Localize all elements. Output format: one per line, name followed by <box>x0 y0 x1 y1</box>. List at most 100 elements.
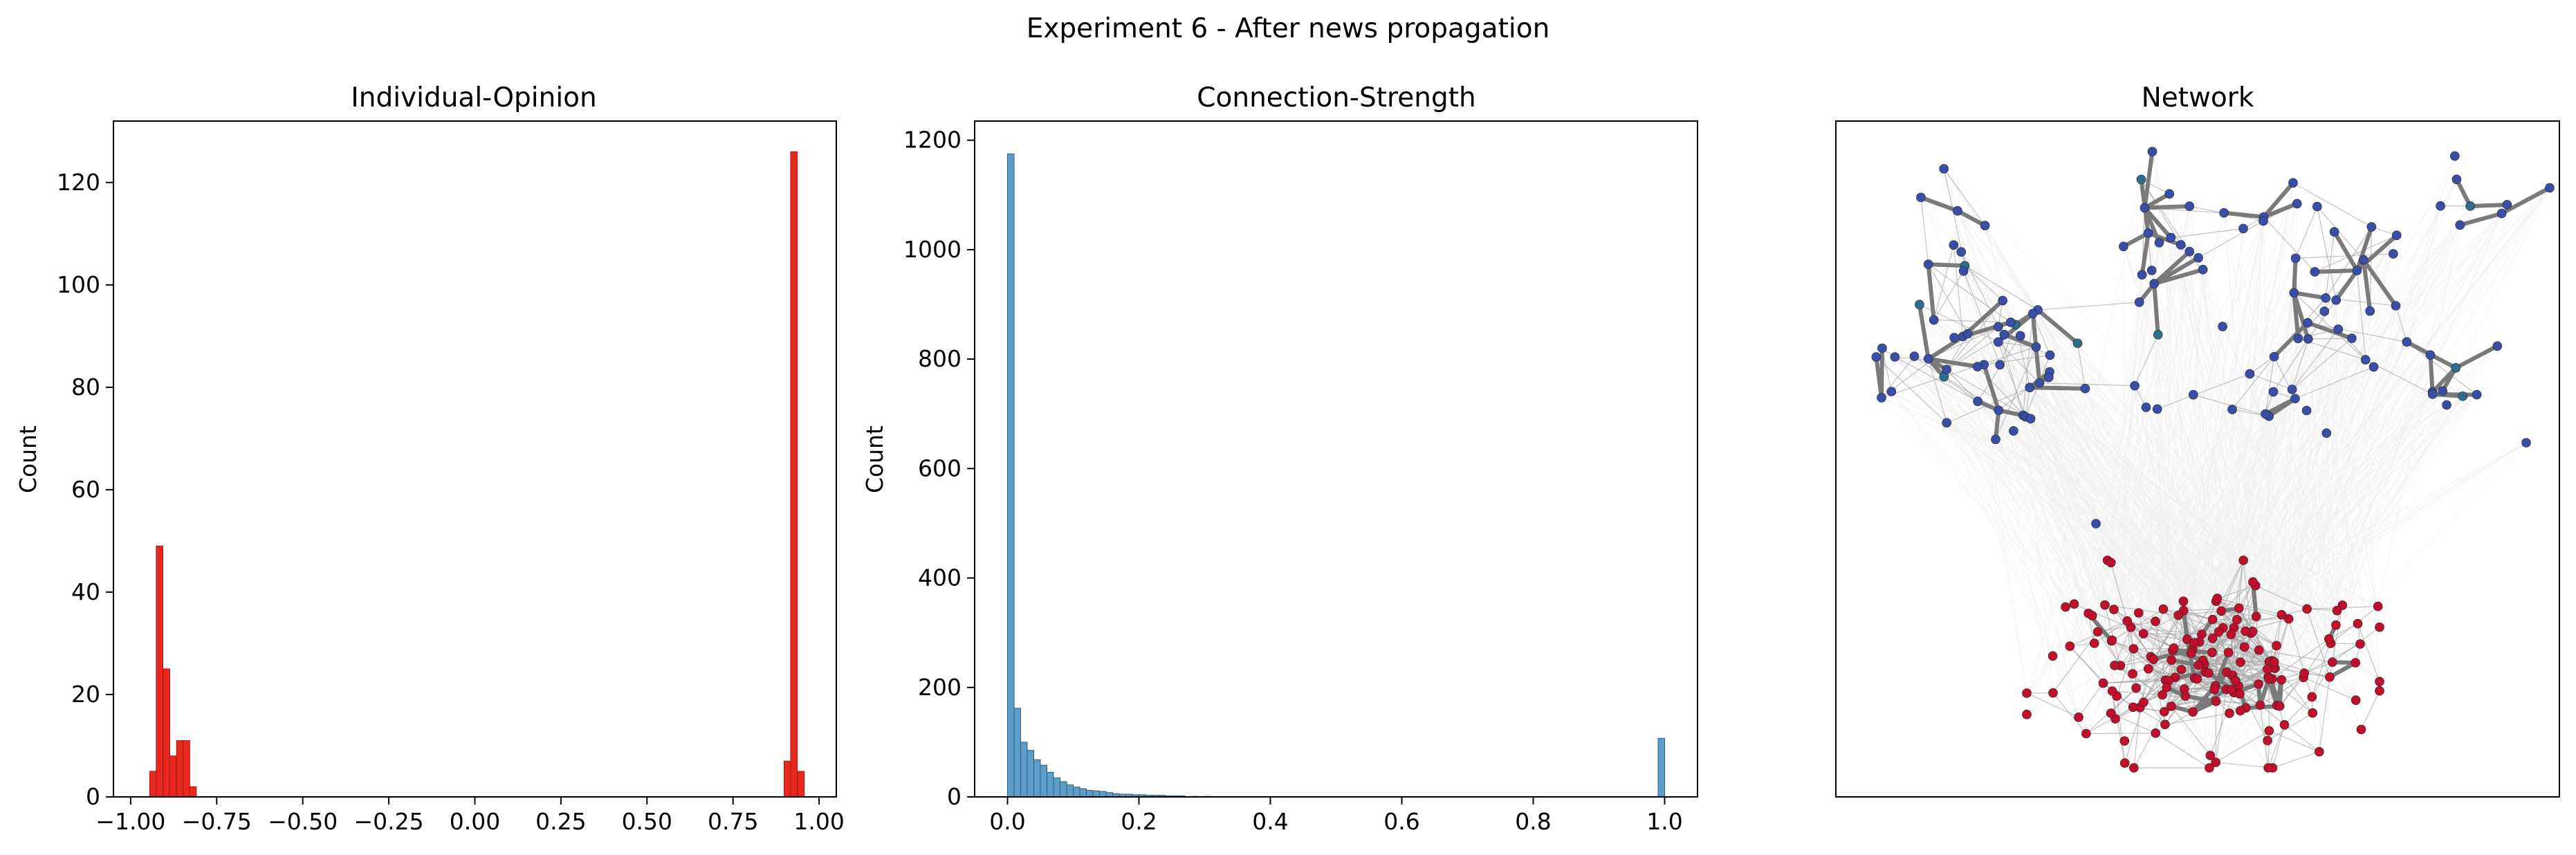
network-edge <box>2272 359 2366 679</box>
network-node <box>2149 654 2159 664</box>
network-node <box>2425 350 2436 360</box>
network-node <box>2107 686 2117 696</box>
histogram-bar <box>1060 781 1067 798</box>
network-edge <box>2267 724 2285 769</box>
network-edge <box>2015 324 2054 693</box>
network-node <box>1942 418 1951 428</box>
network-edge <box>1928 358 2135 769</box>
network-edge <box>2306 156 2456 609</box>
network-node <box>2169 643 2179 653</box>
network-node <box>2207 633 2218 643</box>
network-node <box>1972 362 1982 371</box>
network-edge <box>2140 179 2357 701</box>
x-tick-label: 0.0 <box>989 808 1025 835</box>
network-node <box>2219 208 2229 218</box>
network-edge <box>2215 689 2227 763</box>
network-edge <box>2143 614 2179 634</box>
network-node <box>1958 266 1969 276</box>
histogram-bar <box>176 740 184 798</box>
network-edge <box>2244 646 2278 706</box>
network-node <box>2138 629 2149 638</box>
network-edge <box>2294 366 2374 399</box>
network-node <box>2022 688 2032 698</box>
network-node <box>2211 757 2220 767</box>
network-edge <box>2215 730 2270 763</box>
network-node <box>2302 604 2312 614</box>
network-node <box>2328 657 2337 668</box>
network-node <box>2110 661 2119 670</box>
network-node <box>2207 614 2218 625</box>
network-node <box>1999 329 2009 340</box>
network-edge <box>2273 398 2296 668</box>
x-tick-label: 0.2 <box>1121 808 1157 835</box>
network-edge <box>2023 415 2089 614</box>
network-node <box>2263 735 2272 746</box>
network-node <box>2329 227 2339 237</box>
histogram-bar <box>1013 708 1021 798</box>
network-edge <box>2281 235 2398 615</box>
network-edge <box>2267 396 2463 677</box>
network-edge <box>2199 416 2270 643</box>
network-node <box>2502 200 2512 210</box>
network-node <box>2214 627 2224 637</box>
network-edge <box>2272 638 2330 679</box>
network-node <box>2158 604 2169 614</box>
network-strong-edge <box>2292 291 2328 300</box>
network-edge <box>2209 692 2235 756</box>
histogram-bar <box>149 771 157 798</box>
network-edge <box>2162 609 2200 643</box>
network-edge <box>2139 302 2182 670</box>
network-edge <box>2131 205 2471 628</box>
network-edge <box>2032 313 2051 356</box>
network-strong-edge <box>2292 256 2298 295</box>
network-edge <box>1953 338 2054 656</box>
network-node <box>2355 639 2365 649</box>
network-edge <box>2112 302 2140 692</box>
histogram-bar <box>1027 750 1034 798</box>
y-tick-label: 100 <box>57 271 100 298</box>
network-edge <box>2134 385 2154 660</box>
network-strong-edge <box>2142 149 2155 210</box>
network-strong-edge <box>1926 356 1980 369</box>
network-strong-edge <box>1926 262 1936 322</box>
network-node <box>2235 706 2245 716</box>
network-node <box>2081 728 2091 739</box>
network-node <box>2279 720 2290 730</box>
network-node <box>2375 686 2384 696</box>
network-edge <box>2140 179 2190 252</box>
strength-y-axis-label: Count <box>861 425 888 493</box>
network-edge <box>2256 258 2297 617</box>
network-edge <box>1928 264 1969 334</box>
network-node <box>2159 707 2169 717</box>
network-edge <box>2311 661 2333 697</box>
network-edge <box>2279 205 2441 706</box>
network-node <box>2009 426 2018 436</box>
network-edge <box>2138 251 2190 614</box>
network-node <box>2521 438 2531 448</box>
histogram-bar <box>169 755 177 798</box>
network-node <box>2166 232 2176 243</box>
x-tick-label: 0.00 <box>450 808 500 835</box>
network-edge <box>2294 398 2357 701</box>
network-node <box>2331 295 2342 305</box>
network-strong-edge <box>2355 224 2374 273</box>
network-node <box>2091 519 2101 528</box>
network-edge <box>2114 665 2163 696</box>
network-node <box>2149 279 2160 288</box>
network-node <box>2092 627 2103 637</box>
network-edge <box>2303 677 2356 701</box>
network-node <box>2303 318 2312 328</box>
network-node <box>2065 641 2075 651</box>
network-node <box>2134 297 2144 307</box>
network-edge <box>2250 373 2292 390</box>
network-edge <box>2050 355 2357 701</box>
x-tick-label: 0.6 <box>1383 808 1419 835</box>
network-node <box>2211 696 2221 706</box>
network-node <box>2227 685 2236 695</box>
network-node <box>2218 322 2227 331</box>
network-node <box>1962 329 1973 339</box>
opinion-plot-frame <box>113 120 837 798</box>
network-node <box>1890 352 1900 362</box>
network-edge <box>2292 329 2339 390</box>
network-edge <box>2086 706 2133 735</box>
